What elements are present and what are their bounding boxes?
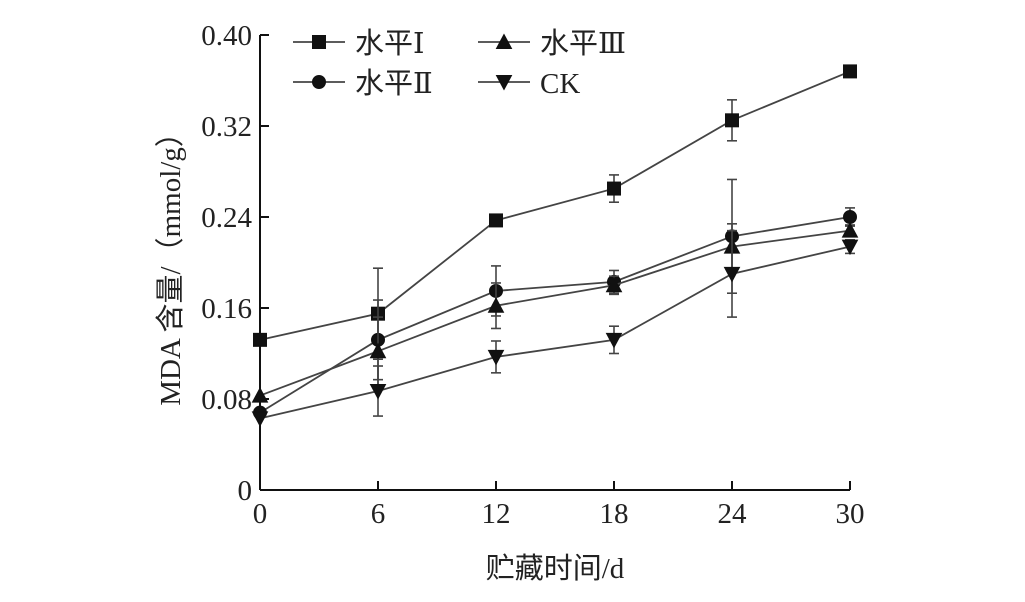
legend-label: 水平Ⅰ: [355, 27, 424, 60]
x-tick-label: 0: [253, 498, 268, 530]
data-point: [841, 222, 859, 238]
x-axis-label: 贮藏时间/d: [486, 552, 625, 585]
data-point: [605, 332, 623, 349]
y-ticks: 0 0.08 0.16 0.24 0.32 0.40: [201, 20, 269, 507]
data-point: [605, 276, 623, 293]
y-tick-label: 0.24: [201, 202, 252, 234]
legend-item: 水平Ⅰ: [293, 27, 424, 60]
y-axis-label: MDA 含量/（mmol/g）: [154, 118, 187, 406]
data-point: [487, 297, 505, 313]
series-line: [259, 229, 851, 397]
data-point: [841, 239, 859, 256]
y-tick-label: 0.32: [201, 111, 252, 143]
data-point: [843, 64, 857, 79]
legend-marker: [312, 75, 326, 89]
y-tick-label: 0: [238, 475, 253, 507]
data-point: [369, 342, 387, 359]
series-group: [251, 64, 859, 427]
y-tick-label: 0.16: [201, 293, 252, 325]
data-point: [251, 411, 269, 427]
series-line: [259, 216, 851, 414]
data-point: [607, 181, 621, 196]
data-point: [489, 213, 503, 228]
legend: 水平Ⅰ 水平Ⅲ 水平Ⅱ CK: [293, 27, 626, 100]
legend-marker: [495, 75, 513, 91]
x-tick-label: 30: [836, 498, 865, 530]
y-tick-label: 0.08: [201, 384, 252, 416]
data-point: [369, 384, 387, 400]
series-0: [253, 64, 857, 360]
y-tick-label: 0.40: [201, 20, 252, 52]
series-1: [253, 178, 857, 420]
legend-marker: [312, 35, 326, 49]
data-point: [725, 113, 739, 128]
series-line: [259, 245, 851, 420]
series-2: [251, 222, 859, 403]
legend-marker: [495, 33, 513, 49]
data-point: [251, 387, 269, 403]
x-ticks: 0 6 12 18 24 30: [253, 481, 865, 530]
data-point: [843, 210, 857, 224]
x-tick-label: 24: [718, 498, 748, 530]
legend-label: CK: [540, 68, 580, 100]
data-point: [723, 266, 741, 283]
x-tick-label: 18: [600, 498, 629, 530]
legend-label: 水平Ⅲ: [540, 27, 626, 60]
series-3: [251, 229, 859, 427]
data-point: [253, 332, 267, 347]
legend-item: 水平Ⅱ: [293, 67, 433, 100]
legend-item: 水平Ⅲ: [478, 27, 626, 60]
x-tick-label: 6: [371, 498, 386, 530]
series-line: [259, 70, 851, 341]
axes: [259, 35, 850, 491]
legend-label: 水平Ⅱ: [355, 67, 433, 100]
data-point: [487, 349, 505, 366]
x-tick-label: 12: [482, 498, 511, 530]
legend-item: CK: [478, 68, 580, 100]
